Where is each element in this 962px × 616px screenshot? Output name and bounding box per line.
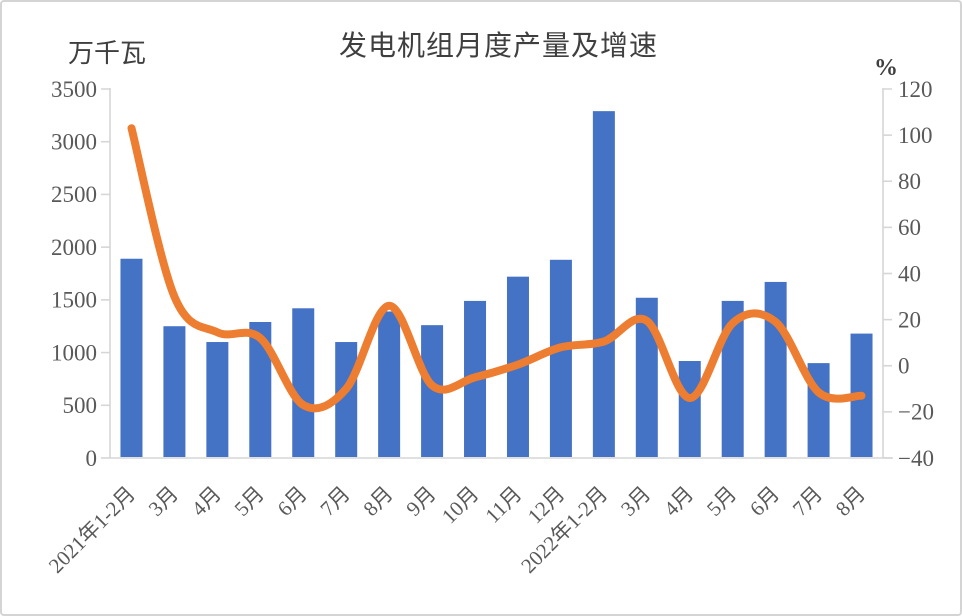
x-axis-label: 7月 (788, 482, 827, 521)
bar (206, 342, 229, 457)
left-tick-label: 3000 (51, 130, 97, 155)
bar (549, 259, 572, 457)
x-axis-label: 5月 (702, 482, 741, 521)
right-tick-label: 80 (898, 169, 921, 194)
x-axis-label: 4月 (187, 482, 226, 521)
x-axis-label: 3月 (616, 482, 655, 521)
bar-series (120, 111, 873, 457)
x-axis-label: 6月 (745, 482, 784, 521)
x-axis-label: 8月 (358, 482, 397, 521)
x-axis-label: 2021年1-2月 (44, 482, 140, 578)
right-axis-ticks: −40 −20 0 20 40 60 80 100 120 (883, 77, 934, 471)
x-axis-label: 8月 (831, 482, 870, 521)
x-axis-label: 7月 (315, 482, 354, 521)
right-tick-label: 120 (898, 77, 933, 102)
right-tick-label: 40 (898, 261, 921, 286)
bar (120, 258, 143, 457)
right-axis-unit-label: % (874, 55, 898, 81)
right-tick-label: 100 (898, 123, 933, 148)
x-axis-label: 4月 (659, 482, 698, 521)
left-tick-label: 2000 (51, 235, 97, 260)
x-axis-labels: 2021年1-2月 3月 4月 5月 6月 7月 8月 9月10月11月12月2022年1-2… (44, 482, 870, 578)
right-tick-label: 0 (898, 354, 910, 379)
x-axis-label: 5月 (230, 482, 269, 521)
bar (378, 311, 401, 457)
x-axis-label: 11月 (480, 482, 526, 528)
left-tick-label: 1000 (51, 340, 97, 365)
x-axis-label: 10月 (437, 482, 484, 529)
bar (421, 325, 444, 457)
left-tick-label: 500 (63, 393, 98, 418)
bar (635, 297, 658, 457)
right-tick-label: 20 (898, 307, 921, 332)
x-axis-label: 9月 (401, 482, 440, 521)
left-tick-label: 2500 (51, 182, 97, 207)
left-tick-label: 1500 (51, 288, 97, 313)
left-tick-label: 3500 (51, 77, 97, 102)
x-axis-label: 3月 (144, 482, 183, 521)
growth-line (127, 124, 866, 413)
left-tick-label: 0 (86, 446, 98, 471)
bar (721, 300, 744, 457)
bar (163, 326, 186, 457)
left-axis-unit-label: 万千瓦 (68, 39, 147, 68)
bar (249, 321, 272, 457)
right-tick-label: −20 (898, 400, 934, 425)
bar (764, 281, 787, 457)
chart-title: 发电机组月度产量及增速 (338, 31, 658, 62)
left-axis-ticks: 0 500 1000 1500 2000 2500 3000 3500 (51, 77, 110, 471)
right-tick-label: −40 (898, 446, 934, 471)
bar (678, 361, 701, 457)
bar (292, 308, 315, 457)
x-axis-label: 6月 (273, 482, 312, 521)
bar (592, 111, 615, 457)
right-tick-label: 60 (898, 215, 921, 240)
